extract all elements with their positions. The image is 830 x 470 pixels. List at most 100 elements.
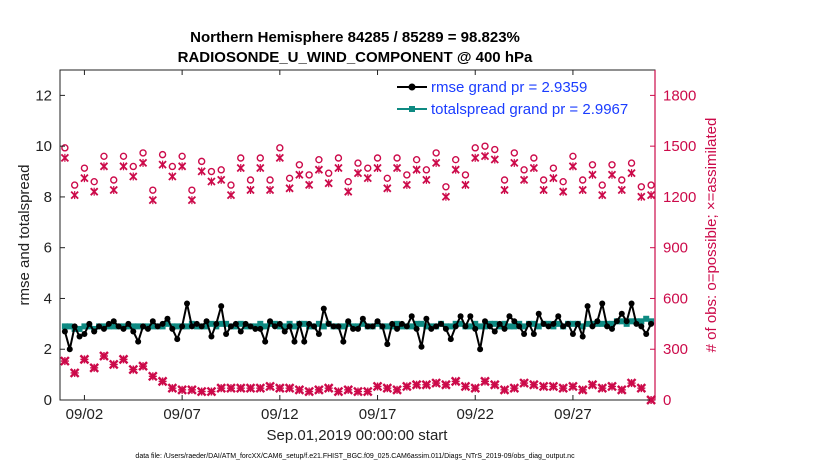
obs-assimilated-point <box>333 386 344 397</box>
rmse-point <box>452 323 459 330</box>
obs-assimilated-point <box>353 386 363 397</box>
rmse-point <box>281 328 288 335</box>
x-tick-label: 09/07 <box>163 406 201 423</box>
rmse-point <box>174 336 181 343</box>
rmse-point <box>638 323 645 330</box>
obs-assimilated-point <box>108 359 119 370</box>
rmse-point <box>618 310 625 317</box>
totalspread-point <box>618 318 625 325</box>
obs-possible-point <box>61 144 69 152</box>
y-axis-right: 0 300 600 900 1200 1500 1800 <box>650 70 696 409</box>
rmse-point <box>496 320 503 327</box>
totalspread-point <box>569 320 576 327</box>
obs-assimilated-point <box>489 379 500 390</box>
obs-possible-point <box>256 154 264 162</box>
rmse-point <box>467 313 474 320</box>
rmse-point <box>511 318 518 325</box>
obs-assimilated-upper-point <box>578 185 587 195</box>
obs-assimilated-upper-point <box>588 170 597 179</box>
obs-assimilated-upper-point <box>344 187 353 196</box>
rmse-point <box>306 320 313 327</box>
obs-assimilated-point <box>284 383 295 394</box>
obs-assimilated-upper-point <box>168 172 177 181</box>
totalspread-point <box>203 323 210 330</box>
rmse-point <box>594 318 601 325</box>
obs-possible-point <box>364 164 372 172</box>
obs-assimilated-point <box>255 383 266 394</box>
obs-assimilated-point <box>167 383 178 394</box>
obs-assimilated-point <box>431 378 441 388</box>
obs-assimilated-point <box>392 384 402 395</box>
obs-assimilated-point <box>626 378 637 388</box>
obs-possible-point <box>305 171 313 179</box>
obs-assimilated-point <box>294 384 305 395</box>
obs-assimilated-upper-point <box>607 170 617 179</box>
rmse-point <box>530 331 537 337</box>
obs-assimilated-upper-point <box>285 184 294 193</box>
totalspread-point <box>394 320 401 327</box>
obs-assimilated-upper-point <box>197 167 206 176</box>
obs-assimilated-upper-point <box>99 162 109 171</box>
rmse-point <box>408 313 415 320</box>
obs-assimilated-point <box>480 376 490 387</box>
totalspread-point <box>467 323 474 330</box>
obs-possible-point <box>237 154 245 162</box>
x-axis-label: Sep.01,2019 00:00:00 start <box>267 427 449 444</box>
obs-possible-point <box>412 155 421 164</box>
obs-assimilated-point <box>60 356 70 366</box>
rmse-point <box>369 323 376 330</box>
rmse-point <box>144 325 151 332</box>
rmse-point <box>535 310 542 317</box>
rmse-point <box>291 338 298 345</box>
rmse-point <box>296 320 303 327</box>
rmse-point <box>516 323 523 330</box>
rmse-point <box>247 323 254 330</box>
obs-assimilated-point <box>607 381 617 392</box>
rmse-point <box>135 338 142 345</box>
legend: rmse grand pr = 2.9359 totalspread grand… <box>392 75 650 119</box>
obs-assimilated-upper-point <box>207 177 216 186</box>
obs-assimilated-point <box>314 384 324 395</box>
obs-possible-point <box>139 149 147 157</box>
obs-possible-point <box>100 152 108 161</box>
rmse-point <box>140 323 147 330</box>
rmse-point <box>320 305 327 312</box>
totalspread-point <box>501 320 508 327</box>
obs-assimilated-point <box>538 381 549 392</box>
obs-assimilated-upper-point <box>598 190 607 200</box>
legend-spread-marker <box>409 106 415 112</box>
obs-possible-point <box>295 161 304 169</box>
obs-possible-point <box>207 167 216 176</box>
y-left-tick-label: 2 <box>44 341 52 358</box>
obs-assimilated-upper-point <box>373 163 382 173</box>
obs-assimilated-upper-point <box>353 168 363 178</box>
rmse-point <box>633 320 640 327</box>
totalspread-point <box>506 323 513 330</box>
obs-assimilated-point <box>206 386 217 397</box>
rmse-point <box>569 331 576 337</box>
obs-possible-point <box>373 154 382 162</box>
rmse-point <box>218 303 225 310</box>
obs-possible-point <box>344 177 352 186</box>
rmse-point <box>604 323 611 330</box>
obs-assimilated-point <box>265 381 275 392</box>
obs-possible-point <box>334 154 343 162</box>
rmse-point <box>545 323 552 330</box>
obs-assimilated-upper-point <box>471 153 480 162</box>
rmse-point <box>521 331 528 337</box>
obs-possible-point <box>491 145 499 154</box>
totalspread-point <box>281 323 288 330</box>
rmse-point <box>364 323 371 330</box>
obs-possible-point <box>403 171 411 179</box>
rmse-point <box>457 313 464 320</box>
obs-assimilated-upper-point <box>334 163 343 173</box>
obs-possible-point <box>569 152 577 161</box>
obs-assimilated-point <box>177 384 187 395</box>
data-file-footer: data file: /Users/raeder/DAI/ATM_forcXX/… <box>135 453 575 460</box>
y-right-tick-label: 1500 <box>663 138 696 155</box>
totalspread-point <box>320 323 327 330</box>
rmse-point <box>232 320 239 327</box>
rmse-point <box>584 303 591 310</box>
y-left-tick-label: 12 <box>35 87 52 104</box>
